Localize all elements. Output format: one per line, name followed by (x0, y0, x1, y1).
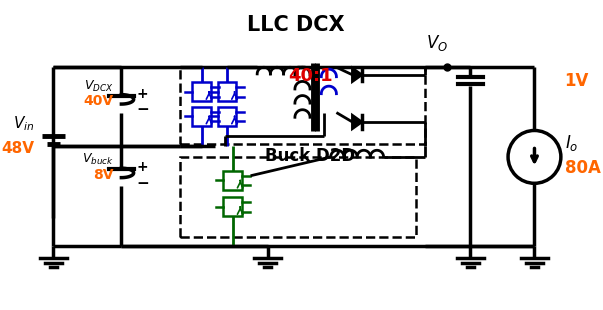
Text: 40:1: 40:1 (288, 67, 332, 85)
Text: 1V: 1V (564, 73, 589, 91)
Text: $V_{buck}$: $V_{buck}$ (82, 152, 114, 167)
Text: +: + (136, 160, 148, 174)
Circle shape (508, 131, 561, 183)
Text: −: − (136, 102, 149, 117)
Text: 40V: 40V (84, 94, 114, 108)
Polygon shape (352, 68, 362, 82)
Text: $V_O$: $V_O$ (426, 33, 449, 53)
Polygon shape (352, 115, 362, 129)
Bar (218, 107, 236, 126)
Text: 48V: 48V (2, 141, 34, 156)
Bar (192, 107, 211, 126)
Text: −: − (136, 176, 149, 191)
Text: $V_{in}$: $V_{in}$ (13, 114, 34, 133)
Bar (180, 157, 415, 237)
Bar (223, 171, 242, 190)
Text: +: + (136, 87, 148, 101)
Text: Buck D2D: Buck D2D (265, 148, 355, 166)
Text: 8V: 8V (93, 168, 114, 182)
Text: $V_{DCX}$: $V_{DCX}$ (84, 79, 114, 94)
Text: LLC DCX: LLC DCX (247, 16, 345, 35)
Bar (218, 82, 236, 101)
Text: 80A: 80A (564, 159, 601, 177)
Bar (192, 82, 211, 101)
Bar (180, 67, 425, 144)
Bar (223, 197, 242, 216)
Text: $I_o$: $I_o$ (564, 133, 578, 153)
